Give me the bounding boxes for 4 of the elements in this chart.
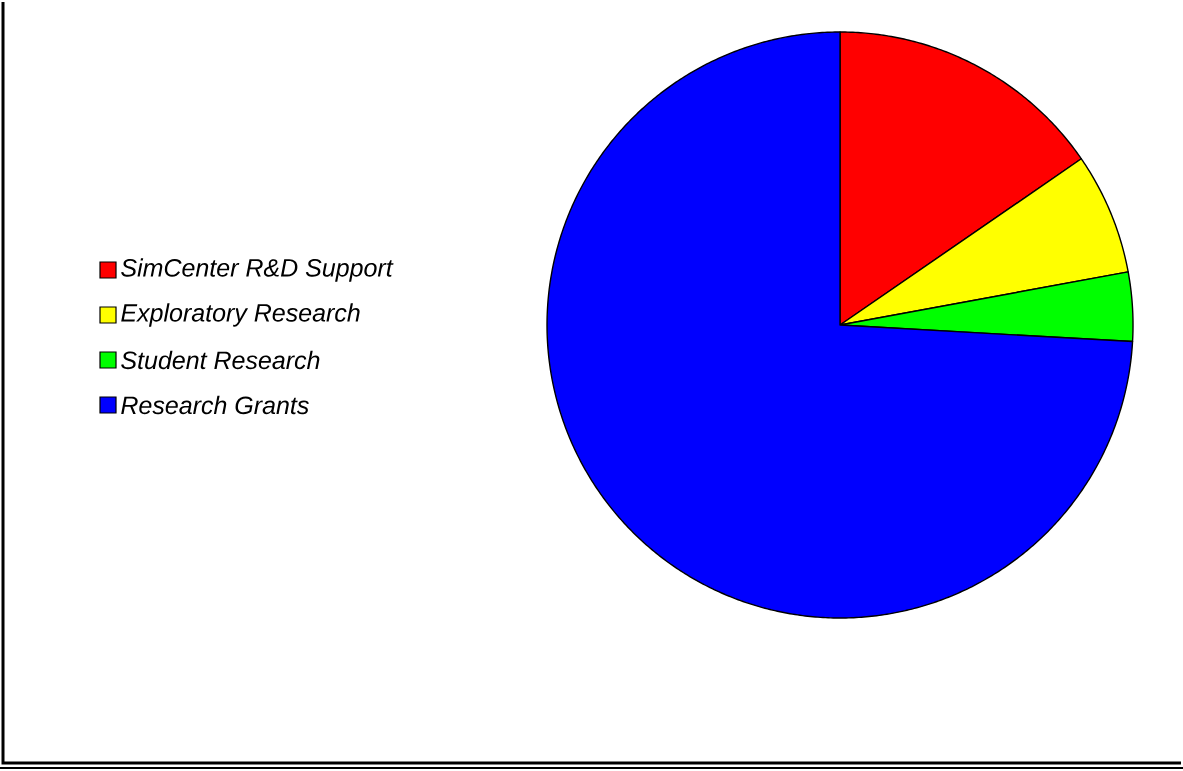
legend-label: Research Grants xyxy=(121,395,309,415)
legend-label: Student Research xyxy=(121,350,320,370)
legend-label: SimCenter R&D Support xyxy=(121,258,394,282)
legend-label: Exploratory Research xyxy=(121,303,360,327)
